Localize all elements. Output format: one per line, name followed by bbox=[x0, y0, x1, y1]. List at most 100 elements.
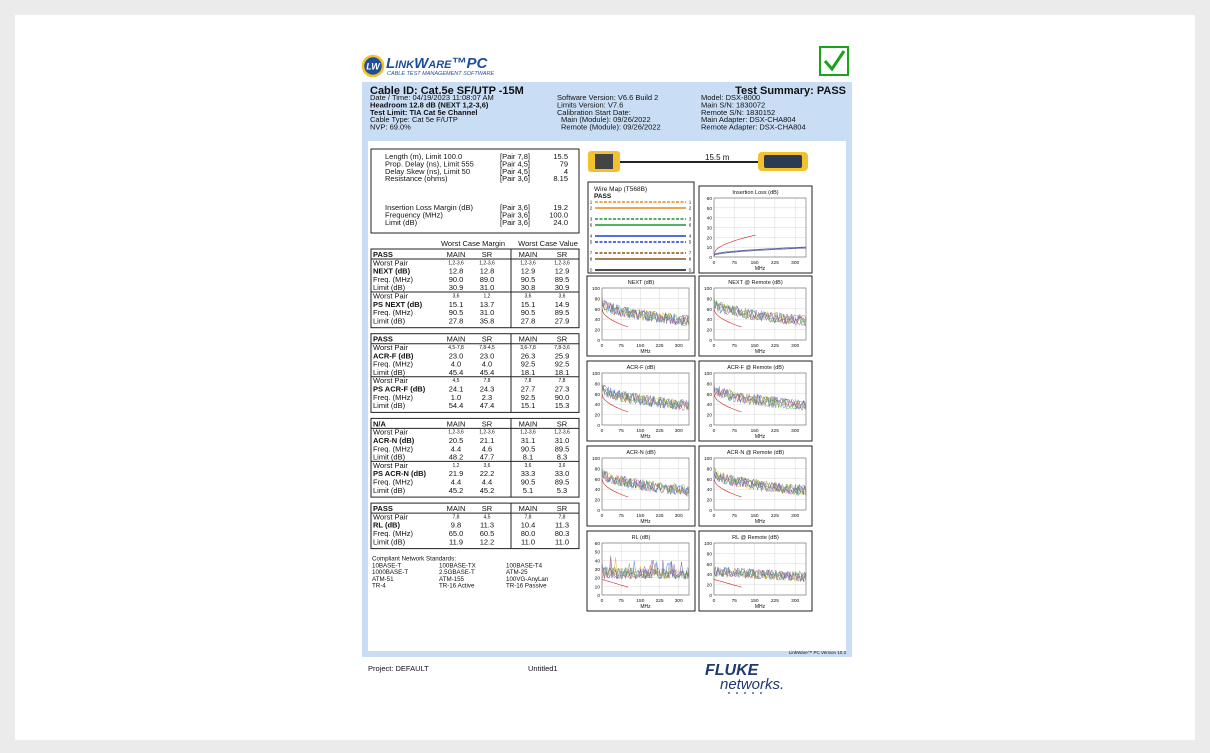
column-header: SR bbox=[557, 419, 568, 428]
project: Project: DEFAULT bbox=[368, 664, 429, 673]
x-tick-label: 75 bbox=[732, 598, 738, 604]
y-tick-label: 60 bbox=[707, 477, 713, 483]
y-tick-label: 50 bbox=[707, 206, 713, 212]
report-viewer: LW LinkWare™PC CABLE TEST MANAGEMENT SOF… bbox=[0, 0, 1210, 753]
row-value: 5.3 bbox=[557, 486, 567, 495]
y-tick-label: 80 bbox=[707, 296, 713, 302]
row-value: 7,8-3,6 bbox=[554, 345, 570, 351]
row-value: 1,2-3,6 bbox=[479, 260, 495, 266]
y-tick-label: 40 bbox=[595, 402, 601, 408]
standard-item: TR-4 bbox=[372, 582, 386, 589]
row-value: 47.7 bbox=[480, 453, 495, 462]
x-tick-label: 225 bbox=[771, 513, 779, 519]
x-tick-label: 0 bbox=[713, 428, 716, 434]
row-value: 1,2-3,6 bbox=[554, 430, 570, 436]
row-value: 7,8 bbox=[525, 378, 532, 384]
row-value: 11.0 bbox=[521, 537, 535, 546]
y-tick-label: 20 bbox=[707, 498, 713, 504]
row-value: 8.3 bbox=[557, 453, 567, 462]
x-tick-label: 225 bbox=[771, 598, 779, 604]
x-axis-label: MHz bbox=[755, 434, 766, 440]
column-header: MAIN bbox=[519, 250, 538, 259]
row-value: 1,2-3,6 bbox=[520, 430, 536, 436]
y-tick-label: 100 bbox=[704, 286, 712, 292]
row-value: 11.0 bbox=[555, 537, 569, 546]
row-value: 3,6 bbox=[525, 463, 532, 469]
row-value: 7,8 bbox=[484, 378, 491, 384]
row-value: 7,8 bbox=[559, 378, 566, 384]
summary-right: Remote Adapter: DSX-CHA804 bbox=[701, 123, 806, 132]
row-value: 3,6 bbox=[525, 294, 532, 300]
standards-title: Compliant Network Standards: bbox=[372, 556, 456, 563]
y-tick-label: 40 bbox=[595, 558, 601, 564]
measure-label: Resistance (ohms) bbox=[385, 174, 448, 183]
y-tick-label: 60 bbox=[595, 307, 601, 313]
column-header: SR bbox=[482, 335, 493, 344]
row-value: 45.4 bbox=[480, 368, 495, 377]
row-value: 3,6 bbox=[559, 463, 566, 469]
x-axis-label: MHz bbox=[640, 349, 651, 355]
column-header: MAIN bbox=[447, 504, 466, 513]
row-label: Limit (dB) bbox=[373, 316, 406, 325]
row-value: 1,2-3,6 bbox=[554, 260, 570, 266]
y-tick-label: 40 bbox=[707, 402, 713, 408]
plot-title: NEXT @ Remote (dB) bbox=[728, 280, 783, 286]
logo-text: LW bbox=[366, 62, 381, 72]
y-tick-label: 100 bbox=[592, 456, 600, 462]
y-tick-label: 60 bbox=[707, 196, 713, 202]
x-tick-label: 300 bbox=[675, 513, 683, 519]
row-value: 11.9 bbox=[449, 537, 463, 546]
x-axis-label: MHz bbox=[640, 519, 651, 525]
y-tick-label: 60 bbox=[707, 307, 713, 313]
y-tick-label: 60 bbox=[707, 392, 713, 398]
row-value: 3,6 bbox=[484, 463, 491, 469]
y-tick-label: 80 bbox=[595, 466, 601, 472]
plot-title: NEXT (dB) bbox=[628, 280, 655, 286]
x-axis-label: MHz bbox=[755, 519, 766, 525]
x-tick-label: 300 bbox=[675, 598, 683, 604]
row-value: 7,8 bbox=[559, 514, 566, 520]
row-value: 5.1 bbox=[523, 486, 533, 495]
x-tick-label: 225 bbox=[656, 513, 664, 519]
row-value: 18.1 bbox=[521, 368, 536, 377]
y-tick-label: 30 bbox=[707, 226, 713, 232]
y-tick-label: 60 bbox=[595, 392, 601, 398]
fluke-dot bbox=[728, 692, 730, 694]
y-tick-label: 40 bbox=[707, 216, 713, 222]
y-tick-label: 80 bbox=[707, 381, 713, 387]
row-value: 27.9 bbox=[555, 316, 570, 325]
x-tick-label: 300 bbox=[791, 428, 799, 434]
row-value: 1,2-3,6 bbox=[479, 430, 495, 436]
column-header: SR bbox=[557, 250, 568, 259]
x-tick-label: 0 bbox=[713, 598, 716, 604]
column-header: MAIN bbox=[447, 335, 466, 344]
y-tick-label: 20 bbox=[595, 576, 601, 582]
x-tick-label: 0 bbox=[601, 598, 604, 604]
x-tick-label: 300 bbox=[791, 598, 799, 604]
y-tick-label: 20 bbox=[595, 328, 601, 334]
column-header: MAIN bbox=[519, 419, 538, 428]
x-tick-label: 0 bbox=[601, 513, 604, 519]
fluke-dot bbox=[736, 692, 738, 694]
row-value: 47.4 bbox=[480, 401, 495, 410]
x-tick-label: 75 bbox=[619, 428, 625, 434]
y-tick-label: 10 bbox=[595, 584, 601, 590]
column-header: SR bbox=[482, 250, 493, 259]
y-tick-label: 10 bbox=[707, 245, 713, 251]
y-tick-label: 100 bbox=[592, 371, 600, 377]
row-value: 54.4 bbox=[449, 401, 464, 410]
column-header: MAIN bbox=[447, 250, 466, 259]
fluke-sub: networks. bbox=[720, 676, 784, 693]
wire-map-result: PASS bbox=[594, 193, 612, 200]
brand: LinkWare™PC bbox=[386, 55, 488, 72]
x-tick-label: 225 bbox=[656, 343, 664, 349]
x-tick-label: 0 bbox=[713, 513, 716, 519]
row-value: 30.9 bbox=[555, 283, 570, 292]
row-value: 3,6-7,8 bbox=[520, 345, 536, 351]
y-tick-label: 20 bbox=[707, 413, 713, 419]
plot-title: RL (dB) bbox=[632, 535, 651, 541]
x-tick-label: 75 bbox=[619, 513, 625, 519]
x-tick-label: 300 bbox=[791, 260, 799, 266]
fluke-dot bbox=[744, 692, 746, 694]
x-tick-label: 75 bbox=[732, 428, 738, 434]
